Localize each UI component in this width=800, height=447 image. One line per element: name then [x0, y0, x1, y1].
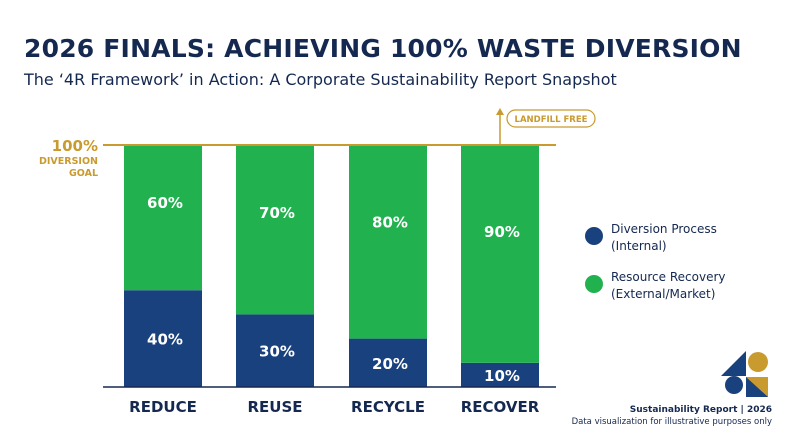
data-label-internal-reuse: 30%	[259, 343, 295, 361]
bar-external-reduce	[124, 145, 202, 291]
data-label-internal-reduce: 40%	[147, 331, 183, 349]
goal-label-line2: GOAL	[69, 168, 98, 179]
bar-internal-recycle	[349, 338, 427, 387]
bar-external-recycle	[349, 145, 427, 339]
goal-value-label: 100%	[52, 137, 98, 155]
category-label-recycle: RECYCLE	[351, 398, 425, 416]
chart-title: 2026 FINALS: ACHIEVING 100% WASTE DIVERS…	[24, 34, 742, 63]
category-label-reuse: REUSE	[247, 398, 302, 416]
footer-title: Sustainability Report | 2026	[629, 405, 772, 415]
data-label-internal-recycle: 20%	[372, 355, 408, 373]
legend-swatch-internal	[585, 227, 603, 245]
data-label-external-recycle: 80%	[372, 213, 408, 231]
legend-swatch-external	[585, 275, 603, 293]
legend-item-internal: Diversion Process (Internal)	[585, 221, 751, 255]
data-label-external-reduce: 60%	[147, 194, 183, 212]
bar-external-reuse	[236, 145, 314, 315]
legend-sublabel-internal: (Internal)	[611, 239, 667, 253]
category-label-reduce: REDUCE	[129, 398, 197, 416]
legend-label-external: Resource Recovery	[611, 270, 726, 284]
bar-external-recover	[461, 145, 539, 363]
legend-sublabel-external: (External/Market)	[611, 287, 716, 301]
landfill-free-badge-label: LANDFILL FREE	[515, 115, 588, 125]
data-label-external-recover: 90%	[484, 223, 520, 241]
data-label-internal-recover: 10%	[484, 367, 520, 385]
legend-item-external: Resource Recovery (External/Market)	[585, 269, 751, 303]
bar-internal-reduce	[124, 290, 202, 387]
legend: Diversion Process (Internal) Resource Re…	[585, 221, 751, 317]
data-label-external-reuse: 70%	[259, 204, 295, 222]
footer: Sustainability Report | 2026 Data visual…	[572, 405, 772, 427]
goal-label-line1: DIVERSION	[39, 156, 98, 167]
report-logo-icon	[721, 351, 768, 397]
bar-internal-recover	[461, 362, 539, 387]
footer-note: Data visualization for illustrative purp…	[571, 417, 772, 427]
landfill-free-badge	[506, 109, 596, 128]
up-arrow-icon	[496, 108, 504, 144]
chart-subtitle: The ‘4R Framework’ in Action: A Corporat…	[24, 70, 617, 89]
category-label-recover: RECOVER	[461, 398, 540, 416]
legend-label-internal: Diversion Process	[611, 222, 717, 236]
bar-internal-reuse	[236, 314, 314, 387]
